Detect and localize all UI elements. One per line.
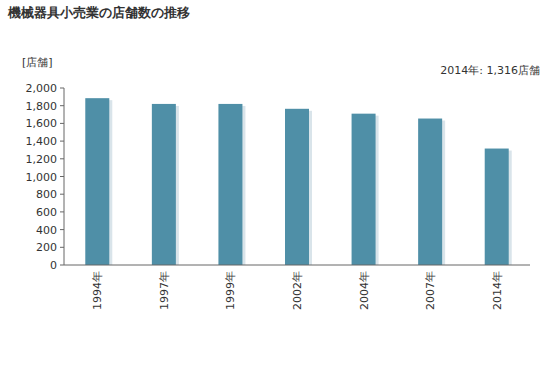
bar <box>485 149 509 265</box>
y-axis-label: [店舗] <box>22 56 53 69</box>
y-tick-label: 800 <box>36 188 57 201</box>
y-tick-label: 2,000 <box>26 82 58 95</box>
annotation: 2014年: 1,316店舗 <box>440 64 540 77</box>
x-tick-label: 2014年 <box>491 271 504 310</box>
y-tick <box>60 141 64 142</box>
y-tick <box>60 105 64 106</box>
y-tick-label: 1,600 <box>26 117 58 130</box>
x-tick-label: 1999年 <box>224 271 237 310</box>
y-tick <box>60 211 64 212</box>
y-tick <box>60 176 64 177</box>
y-tick <box>60 247 64 248</box>
x-tick-label: 2007年 <box>424 271 437 310</box>
y-axis <box>64 88 65 265</box>
y-tick-label: 1,400 <box>26 135 58 148</box>
y-tick <box>60 158 64 159</box>
y-tick <box>60 123 64 124</box>
x-tick-label: 1994年 <box>91 271 104 310</box>
x-tick-label: 1997年 <box>158 271 171 310</box>
bar <box>218 104 242 265</box>
y-tick-label: 0 <box>50 259 57 272</box>
title: 機械器具小売業の店舗数の推移 <box>7 5 190 20</box>
y-tick <box>60 88 64 89</box>
bar <box>85 98 109 265</box>
y-tick <box>60 194 64 195</box>
y-tick <box>60 229 64 230</box>
y-tick-label: 400 <box>36 224 57 237</box>
y-tick-label: 200 <box>36 241 57 254</box>
y-tick-label: 1,800 <box>26 100 58 113</box>
y-tick-label: 1,000 <box>26 171 58 184</box>
bar <box>285 109 309 265</box>
y-tick <box>60 265 64 266</box>
bar <box>418 119 442 265</box>
x-tick-label: 2002年 <box>291 271 304 310</box>
chart: 機械器具小売業の店舗数の推移 [店舗] 2014年: 1,316店舗 0 200 400 6… <box>0 0 560 366</box>
bars <box>85 98 511 265</box>
y-tick-label: 600 <box>36 206 57 219</box>
x-axis <box>64 265 530 266</box>
bar <box>352 114 376 265</box>
x-tick-label: 2004年 <box>358 271 371 310</box>
y-tick-label: 1,200 <box>26 153 58 166</box>
bar <box>152 104 176 265</box>
